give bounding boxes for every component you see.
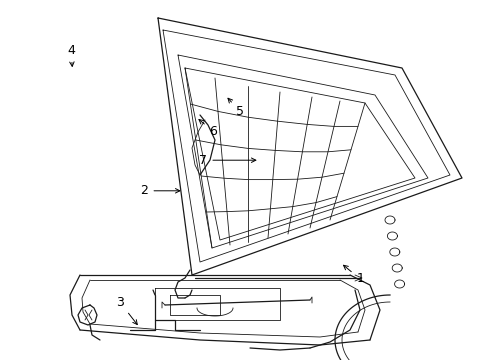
Text: 4: 4 [67,44,75,66]
Text: 5: 5 [228,98,244,118]
Text: 1: 1 [343,265,364,285]
Text: 6: 6 [199,120,217,138]
Text: 2: 2 [141,184,180,197]
Text: 7: 7 [199,154,256,167]
Text: 3: 3 [116,296,137,325]
